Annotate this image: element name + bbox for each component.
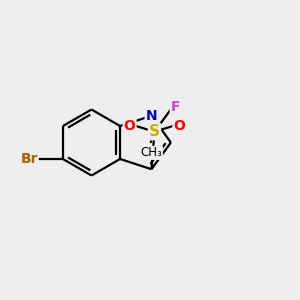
Text: F: F [171,100,180,114]
Text: O: O [173,119,185,133]
Text: O: O [124,119,136,133]
Text: Br: Br [20,152,38,166]
Text: S: S [149,124,160,139]
Text: CH₃: CH₃ [141,146,162,159]
Text: N: N [146,109,157,123]
